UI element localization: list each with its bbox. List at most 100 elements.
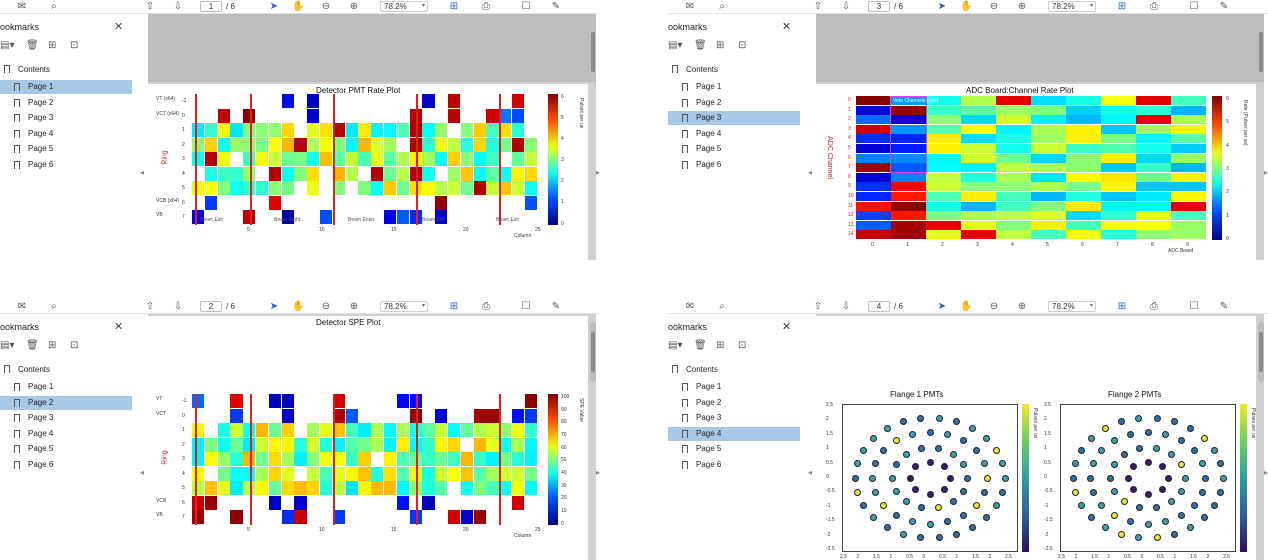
bookmark-contents[interactable]: Contents — [4, 64, 50, 74]
zoom-in-icon[interactable]: ⊕ — [349, 1, 359, 12]
page-up-icon[interactable]: ⇧ — [145, 1, 155, 12]
bookmark-contents[interactable]: Contents — [672, 364, 718, 374]
hand-tool-icon[interactable]: ✋ — [292, 301, 305, 312]
page-down-icon[interactable]: ⇩ — [841, 1, 851, 12]
delete-bookmark-icon[interactable]: 🗑 — [26, 40, 39, 51]
prev-page-arrow[interactable]: ◂ — [140, 168, 145, 177]
options-menu-icon[interactable]: ▤▾ — [0, 340, 15, 351]
bookmark-page-3[interactable]: Page 3 — [0, 411, 132, 425]
pen-icon[interactable]: ✎ — [551, 301, 561, 312]
page-number-input[interactable]: 3 — [868, 1, 890, 12]
zoom-in-icon[interactable]: ⊕ — [1017, 301, 1027, 312]
bookmark-page-5[interactable]: Page 5 — [668, 442, 800, 456]
delete-bookmark-icon[interactable]: 🗑 — [26, 340, 39, 351]
scrollbar[interactable] — [590, 322, 596, 382]
page-down-icon[interactable]: ⇩ — [841, 301, 851, 312]
add-bookmark-icon[interactable]: ⊞ — [716, 40, 725, 51]
bookmark-page-3[interactable]: Page 3 — [668, 111, 800, 126]
bookmark-page-5[interactable]: Page 5 — [0, 142, 132, 156]
zoom-in-icon[interactable]: ⊕ — [1017, 1, 1027, 12]
fit-page-icon[interactable]: ⊞ — [1117, 1, 1127, 12]
prev-page-arrow[interactable]: ◂ — [140, 468, 145, 477]
bookmark-page-5[interactable]: Page 5 — [0, 442, 132, 456]
search-icon[interactable]: ⌕ — [51, 301, 57, 312]
bookmark-page-6[interactable]: Page 6 — [0, 158, 132, 172]
page-up-icon[interactable]: ⇧ — [813, 1, 823, 12]
next-page-arrow[interactable]: ▸ — [596, 468, 600, 477]
zoom-in-icon[interactable]: ⊕ — [349, 301, 359, 312]
scrollbar[interactable] — [590, 22, 596, 82]
pen-icon[interactable]: ✎ — [551, 1, 561, 12]
close-icon[interactable]: ✕ — [114, 321, 124, 333]
bookmark-page-6[interactable]: Page 6 — [668, 458, 800, 472]
print-icon[interactable]: ⎙ — [1150, 301, 1158, 312]
bookmark-page-4[interactable]: Page 4 — [668, 426, 800, 441]
options-menu-icon[interactable]: ▤▾ — [0, 40, 15, 51]
pen-icon[interactable]: ✎ — [1219, 1, 1229, 12]
scrollbar-thumb[interactable] — [591, 32, 595, 72]
find-bookmark-icon[interactable]: ⊡ — [738, 40, 747, 51]
bookmark-page-6[interactable]: Page 6 — [668, 158, 800, 172]
prev-page-arrow[interactable]: ◂ — [808, 168, 813, 177]
search-icon[interactable]: ⌕ — [719, 1, 725, 12]
options-menu-icon[interactable]: ▤▾ — [668, 40, 683, 51]
page-up-icon[interactable]: ⇧ — [813, 301, 823, 312]
comment-icon[interactable]: ☐ — [1189, 1, 1199, 12]
print-icon[interactable]: ⎙ — [482, 301, 490, 312]
zoom-out-icon[interactable]: ⊖ — [989, 301, 999, 312]
zoom-out-icon[interactable]: ⊖ — [321, 1, 331, 12]
close-icon[interactable]: ✕ — [782, 321, 792, 333]
mail-icon[interactable]: ✉ — [685, 301, 695, 312]
hand-tool-icon[interactable]: ✋ — [292, 1, 305, 12]
bookmark-page-1[interactable]: Page 1 — [668, 80, 800, 94]
find-bookmark-icon[interactable]: ⊡ — [70, 340, 79, 351]
bookmark-page-1[interactable]: Page 1 — [0, 380, 132, 394]
scrollbar-thumb[interactable] — [1259, 332, 1263, 372]
find-bookmark-icon[interactable]: ⊡ — [738, 340, 747, 351]
scrollbar[interactable] — [1258, 22, 1264, 82]
next-page-arrow[interactable]: ▸ — [596, 168, 600, 177]
bookmark-page-4[interactable]: Page 4 — [0, 427, 132, 441]
zoom-select[interactable]: 78.2% ▾ — [1048, 1, 1096, 12]
bookmark-page-3[interactable]: Page 3 — [668, 411, 800, 425]
bookmark-page-2[interactable]: Page 2 — [668, 96, 800, 110]
page-up-icon[interactable]: ⇧ — [145, 301, 155, 312]
bookmark-contents[interactable]: Contents — [4, 364, 50, 374]
search-icon[interactable]: ⌕ — [51, 1, 57, 12]
bookmark-page-1[interactable]: Page 1 — [668, 380, 800, 394]
comment-icon[interactable]: ☐ — [521, 1, 531, 12]
bookmark-page-2[interactable]: Page 2 — [668, 396, 800, 410]
next-page-arrow[interactable]: ▸ — [1264, 468, 1268, 477]
zoom-select[interactable]: 78.2% ▾ — [380, 301, 428, 312]
page-number-input[interactable]: 4 — [868, 301, 890, 312]
fit-page-icon[interactable]: ⊞ — [449, 1, 459, 12]
hand-tool-icon[interactable]: ✋ — [960, 301, 973, 312]
bookmark-page-2[interactable]: Page 2 — [0, 395, 132, 410]
scrollbar-thumb[interactable] — [1259, 32, 1263, 72]
mail-icon[interactable]: ✉ — [685, 1, 695, 12]
zoom-out-icon[interactable]: ⊖ — [989, 1, 999, 12]
bookmark-contents[interactable]: Contents — [672, 64, 718, 74]
bookmark-page-4[interactable]: Page 4 — [0, 127, 132, 141]
fit-page-icon[interactable]: ⊞ — [1117, 301, 1127, 312]
scrollbar-thumb[interactable] — [591, 332, 595, 372]
bookmark-page-3[interactable]: Page 3 — [0, 111, 132, 125]
scrollbar[interactable] — [1258, 322, 1264, 382]
select-tool-icon[interactable]: ➤ — [269, 1, 279, 12]
zoom-out-icon[interactable]: ⊖ — [321, 301, 331, 312]
bookmark-page-2[interactable]: Page 2 — [0, 96, 132, 110]
zoom-select[interactable]: 78.2% ▾ — [1048, 301, 1096, 312]
bookmark-page-1[interactable]: Page 1 — [0, 80, 132, 94]
select-tool-icon[interactable]: ➤ — [269, 301, 279, 312]
bookmark-page-5[interactable]: Page 5 — [668, 142, 800, 156]
close-icon[interactable]: ✕ — [782, 21, 792, 33]
page-down-icon[interactable]: ⇩ — [173, 1, 183, 12]
next-page-arrow[interactable]: ▸ — [1264, 168, 1268, 177]
delete-bookmark-icon[interactable]: 🗑 — [694, 340, 707, 351]
select-tool-icon[interactable]: ➤ — [937, 301, 947, 312]
zoom-select[interactable]: 78.2% ▾ — [380, 1, 428, 12]
search-icon[interactable]: ⌕ — [719, 301, 725, 312]
print-icon[interactable]: ⎙ — [482, 1, 490, 12]
close-icon[interactable]: ✕ — [114, 21, 124, 33]
pen-icon[interactable]: ✎ — [1219, 301, 1229, 312]
